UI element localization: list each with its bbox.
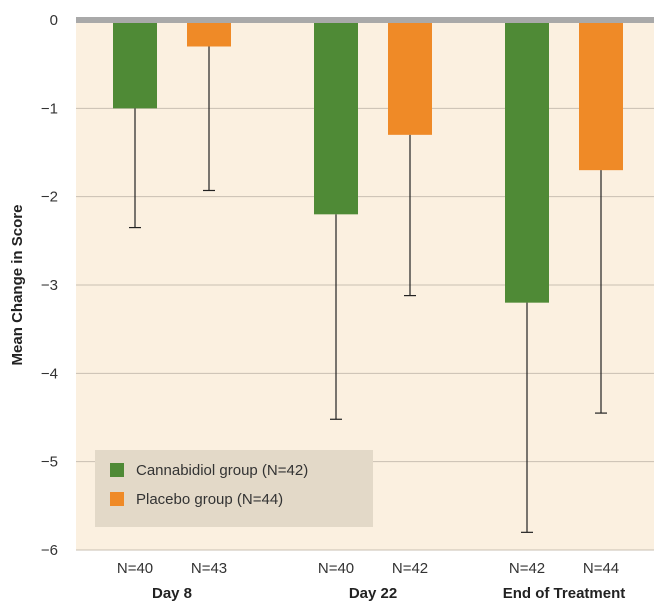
legend-label: Cannabidiol group (N=42)	[136, 462, 308, 479]
legend: Cannabidiol group (N=42) Placebo group (N…	[95, 450, 373, 527]
y-tick-label: −3	[41, 277, 58, 294]
bar	[388, 20, 432, 135]
n-label: N=44	[583, 560, 619, 577]
bar	[187, 20, 231, 47]
n-label: N=40	[318, 560, 354, 577]
category-label: Day 8	[152, 585, 192, 602]
y-tick-label: −4	[41, 365, 58, 382]
y-tick-label: −6	[41, 542, 58, 559]
x-axis-labels: N=40 N=43 Day 8 N=40 N=42 Day 22 N=42 N=44 End o…	[117, 560, 625, 602]
y-tick-label: −2	[41, 189, 58, 206]
error-bars	[129, 46, 607, 533]
bar	[314, 20, 358, 215]
y-axis-title: Mean Change in Score	[9, 205, 26, 366]
legend-swatch	[110, 492, 124, 506]
n-label: N=43	[191, 560, 227, 577]
category-label: End of Treatment	[503, 585, 626, 602]
n-label: N=40	[117, 560, 153, 577]
bar	[113, 20, 157, 109]
y-axis-ticks: 0 −1 −2 −3 −4 −5 −6	[41, 12, 58, 559]
bar	[579, 20, 623, 171]
legend-box	[95, 450, 373, 527]
n-label: N=42	[509, 560, 545, 577]
y-tick-label: −1	[41, 100, 58, 117]
n-label: N=42	[392, 560, 428, 577]
category-label: Day 22	[349, 585, 397, 602]
bars	[113, 20, 623, 303]
y-tick-label: −5	[41, 454, 58, 471]
bar	[505, 20, 549, 303]
legend-swatch	[110, 463, 124, 477]
y-tick-label: 0	[50, 12, 58, 29]
gridlines	[76, 107, 654, 551]
legend-label: Placebo group (N=44)	[136, 491, 283, 508]
